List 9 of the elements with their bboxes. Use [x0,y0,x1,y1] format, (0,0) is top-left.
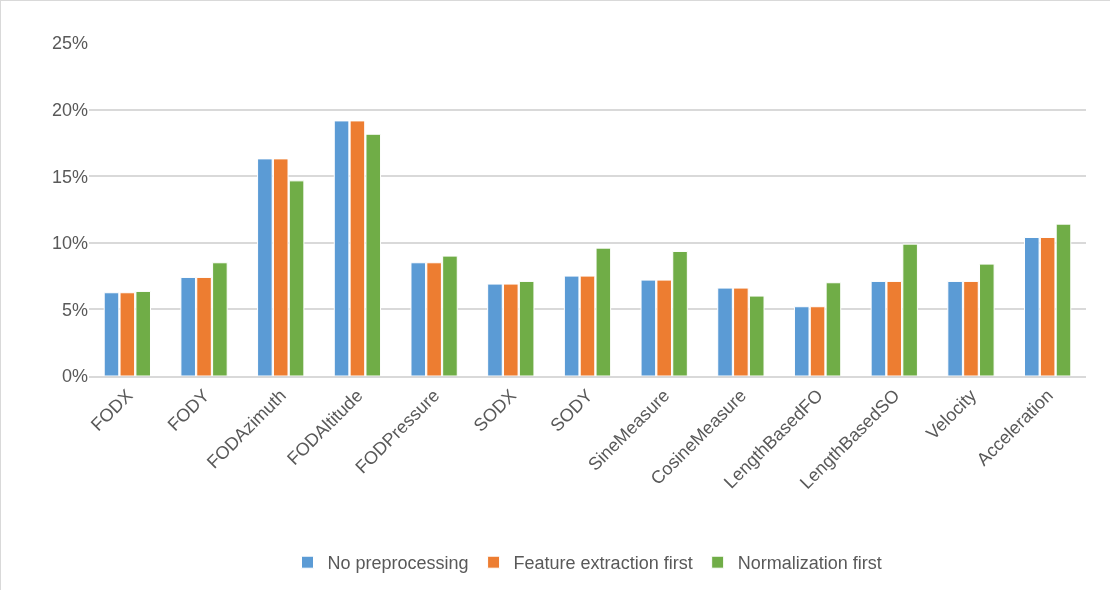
y-tick-label: 20% [51,99,88,120]
legend-label: Feature extraction first [513,553,693,574]
legend-label: Normalization first [737,553,882,574]
legend-label: No preprocessing [327,553,469,574]
y-tick-label: 5% [61,299,88,320]
y-tick-label: 25% [51,33,88,54]
y-tick-label: 10% [51,233,88,254]
y-tick-label: 0% [61,366,88,387]
y-tick-label: 15% [51,166,88,187]
